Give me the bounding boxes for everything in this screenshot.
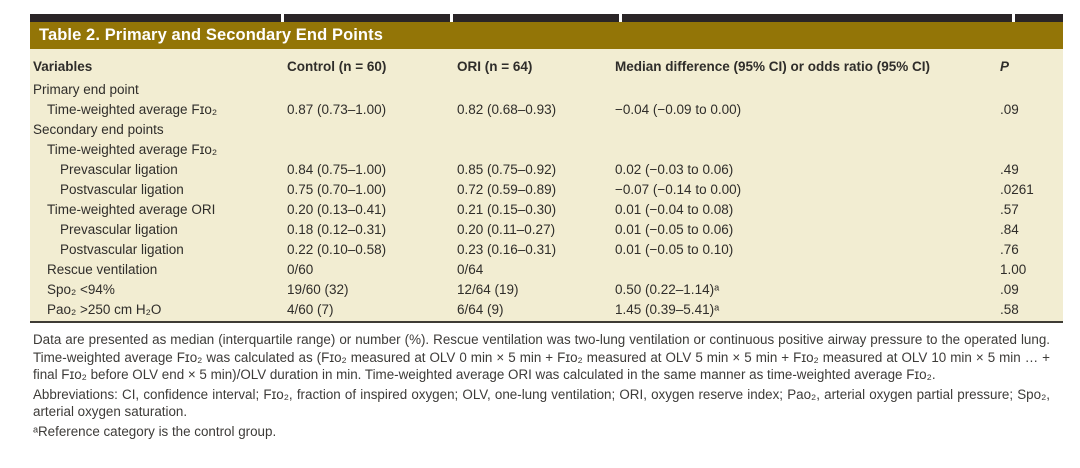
cell-ori: 0.20 (0.11–0.27) [457, 222, 556, 237]
row-label: Primary end point [33, 82, 139, 97]
cell-control: 0.20 (0.13–0.41) [287, 202, 387, 217]
row-label: Spᴏ₂ <94% [47, 282, 115, 297]
table-row: Secondary end points [30, 119, 1063, 139]
table-2: Table 2. Primary and Secondary End Point… [30, 14, 1063, 323]
top-border-segment [284, 14, 450, 22]
table-footnotes: Data are presented as median (interquart… [33, 331, 1050, 440]
table-top-border [30, 14, 1063, 22]
cell-diff: 0.01 (−0.05 to 0.06) [615, 222, 734, 237]
table-row: Time-weighted average Fɪᴏ₂ [30, 139, 1063, 159]
table-title-bar: Table 2. Primary and Secondary End Point… [30, 22, 1063, 49]
row-label: Postvascular ligation [60, 182, 184, 197]
footnote-abbreviations: Abbreviations: CI, confidence interval; … [33, 386, 1050, 420]
cell-diff: −0.04 (−0.09 to 0.00) [615, 102, 742, 117]
cell-ori: 0.72 (0.59–0.89) [457, 182, 557, 197]
table-row: Time-weighted average ORI 0.20 (0.13–0.4… [30, 199, 1063, 219]
row-label: Time-weighted average Fɪᴏ₂ [47, 102, 218, 117]
cell-ori: 0.82 (0.68–0.93) [457, 102, 557, 117]
table-row: Paᴏ₂ >250 cm H₂O 4/60 (7) 6/64 (9) 1.45 … [30, 299, 1063, 319]
footnote-reference: ᵃReference category is the control group… [33, 423, 277, 439]
cell-p: .84 [1000, 222, 1019, 237]
cell-diff: −0.07 (−0.14 to 0.00) [615, 182, 742, 197]
cell-control: 0.18 (0.12–0.31) [287, 222, 387, 237]
cell-ori: 12/64 (19) [457, 282, 519, 297]
cell-diff: 1.45 (0.39–5.41)ᵃ [615, 302, 720, 317]
cell-diff: 0.50 (0.22–1.14)ᵃ [615, 282, 720, 297]
row-label: Time-weighted average Fɪᴏ₂ [47, 142, 218, 157]
cell-control: 4/60 (7) [287, 302, 334, 317]
table-title: Table 2. Primary and Secondary End Point… [39, 26, 383, 44]
row-label: Postvascular ligation [60, 242, 184, 257]
top-border-segment [453, 14, 619, 22]
cell-p: .09 [1000, 282, 1019, 297]
column-header-ori: ORI (n = 64) [457, 59, 533, 74]
cell-control: 0.87 (0.73–1.00) [287, 102, 387, 117]
column-header-variables: Variables [33, 59, 93, 74]
footnote-data-note: Data are presented as median (interquart… [33, 332, 1050, 382]
cell-ori: 0/64 [457, 262, 484, 277]
top-border-segment [622, 14, 1012, 22]
cell-control: 0.22 (0.10–0.58) [287, 242, 387, 257]
cell-p: .49 [1000, 162, 1019, 177]
row-label: Secondary end points [33, 122, 164, 137]
cell-p: .09 [1000, 102, 1019, 117]
table-row: Postvascular ligation 0.22 (0.10–0.58) 0… [30, 239, 1063, 259]
table-header-row: Variables Control (n = 60) ORI (n = 64) … [30, 49, 1063, 79]
row-label: Prevascular ligation [60, 162, 178, 177]
cell-ori: 0.85 (0.75–0.92) [457, 162, 557, 177]
cell-control: 0/60 [287, 262, 314, 277]
cell-diff: 0.02 (−0.03 to 0.06) [615, 162, 734, 177]
cell-diff: 0.01 (−0.05 to 0.10) [615, 242, 734, 257]
cell-ori: 0.21 (0.15–0.30) [457, 202, 557, 217]
cell-ori: 6/64 (9) [457, 302, 504, 317]
row-label: Prevascular ligation [60, 222, 178, 237]
cell-ori: 0.23 (0.16–0.31) [457, 242, 557, 257]
cell-p: .0261 [1000, 182, 1034, 197]
cell-control: 0.75 (0.70–1.00) [287, 182, 387, 197]
top-border-segment [1015, 14, 1063, 22]
row-label: Time-weighted average ORI [47, 202, 216, 217]
cell-p: .57 [1000, 202, 1019, 217]
cell-diff: 0.01 (−0.04 to 0.08) [615, 202, 734, 217]
column-header-p: P [1000, 59, 1010, 74]
row-label: Rescue ventilation [47, 262, 158, 277]
top-border-segment [30, 14, 281, 22]
cell-p: 1.00 [1000, 262, 1027, 277]
column-header-control: Control (n = 60) [287, 59, 387, 74]
table-row: Prevascular ligation 0.18 (0.12–0.31) 0.… [30, 219, 1063, 239]
column-header-diff: Median difference (95% CI) or odds ratio… [615, 59, 931, 74]
table-row: Time-weighted average Fɪᴏ₂ 0.87 (0.73–1.… [30, 99, 1063, 119]
table-row: Rescue ventilation 0/60 0/64 1.00 [30, 259, 1063, 279]
table-row: Prevascular ligation 0.84 (0.75–1.00) 0.… [30, 159, 1063, 179]
table-row: Postvascular ligation 0.75 (0.70–1.00) 0… [30, 179, 1063, 199]
cell-control: 19/60 (32) [287, 282, 349, 297]
cell-control: 0.84 (0.75–1.00) [287, 162, 387, 177]
table-row: Spᴏ₂ <94% 19/60 (32) 12/64 (19) 0.50 (0.… [30, 279, 1063, 299]
table-body: Variables Control (n = 60) ORI (n = 64) … [30, 49, 1063, 323]
table-row: Primary end point [30, 79, 1063, 99]
cell-p: .58 [1000, 302, 1019, 317]
row-label: Paᴏ₂ >250 cm H₂O [47, 302, 162, 317]
cell-p: .76 [1000, 242, 1019, 257]
